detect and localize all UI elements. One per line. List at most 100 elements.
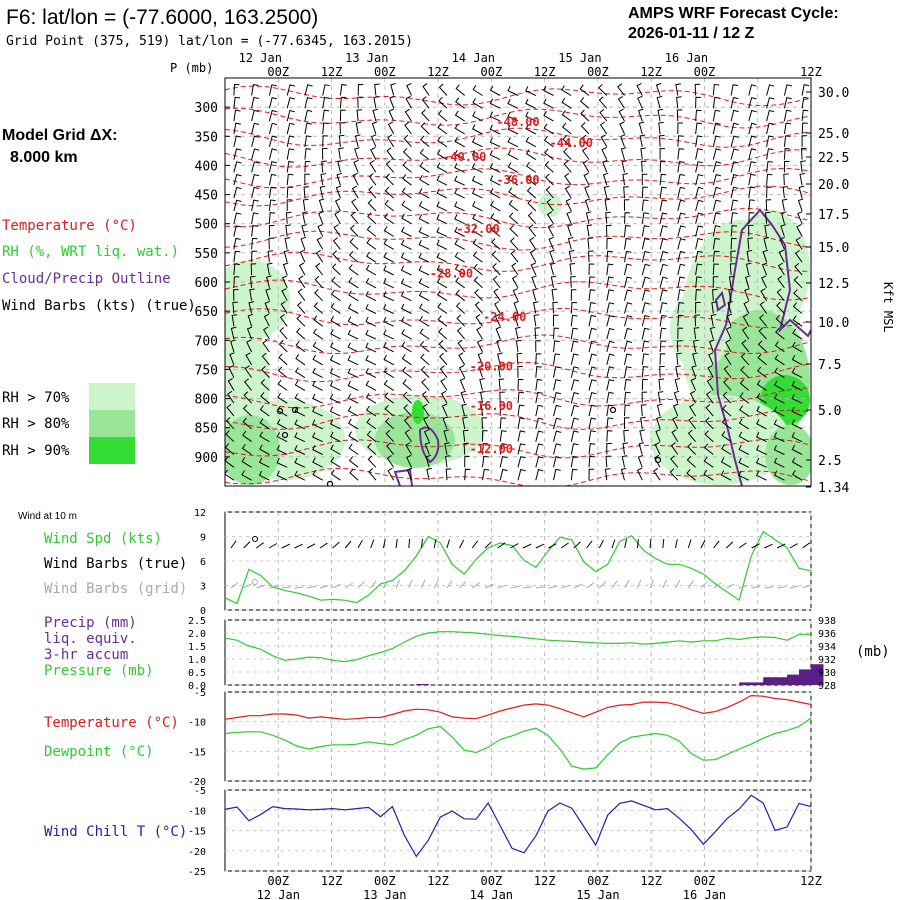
wind-barb	[491, 238, 501, 250]
wind-barb	[285, 211, 292, 224]
wind-barb	[402, 147, 412, 160]
wind-barb	[401, 341, 412, 353]
wind-barb-true	[243, 541, 251, 549]
wind-barb	[624, 250, 632, 263]
wind-barb	[482, 430, 488, 442]
height-tick-label: 15.0	[818, 241, 849, 256]
wind-barb	[313, 315, 324, 327]
wind-barb	[422, 403, 430, 417]
wind-barb	[606, 250, 613, 263]
wind-barb	[721, 417, 732, 430]
wind-barb	[588, 430, 596, 442]
wind-barb	[400, 252, 412, 263]
wind-barb	[710, 314, 717, 327]
wind-barb	[246, 339, 253, 353]
wind-barb	[314, 275, 324, 289]
wind-barb	[602, 172, 609, 186]
wind-barb	[266, 275, 272, 288]
wind-barb	[588, 391, 597, 404]
wind-barb	[598, 83, 608, 96]
wind-barb	[351, 198, 359, 212]
wind-barb	[764, 224, 770, 237]
bottom-tick-label: 00Z	[481, 874, 503, 888]
wind-barb	[365, 367, 377, 379]
wind-barb	[317, 224, 324, 237]
wind-barb	[258, 457, 270, 468]
temperature-label: Temperature (°C)	[44, 715, 179, 731]
wind-barb	[712, 276, 719, 288]
wind-barb	[527, 211, 537, 225]
wind-barb	[676, 352, 682, 365]
y-tick-label: -20	[188, 777, 206, 788]
wind-barb	[621, 455, 628, 468]
wind-barb	[490, 213, 501, 225]
wind-barb	[386, 455, 395, 468]
wind-barb	[748, 173, 756, 186]
wind-barb	[245, 352, 253, 366]
wind-barb	[725, 326, 732, 340]
wind-barb	[349, 224, 359, 237]
wind-barb	[535, 391, 543, 404]
wind-barb	[244, 365, 253, 378]
wind-barb	[436, 265, 448, 276]
wind-barb	[794, 263, 803, 276]
wind-barb	[425, 454, 432, 468]
wind-barb	[365, 264, 377, 276]
isotherm-line	[225, 207, 810, 229]
wind-barb	[553, 404, 562, 417]
wind-barb	[387, 467, 395, 481]
wind-barb	[743, 300, 750, 314]
wind-barb	[562, 135, 572, 148]
wind-barb	[354, 134, 361, 147]
wind-barb	[368, 186, 377, 199]
wind-barb	[720, 457, 732, 468]
wind-barb	[600, 134, 608, 148]
wind-barb	[766, 97, 775, 109]
wind-barb	[339, 109, 346, 122]
wind-barb	[276, 432, 288, 443]
wind-barb	[562, 147, 572, 160]
bottom-tick-label: 00Z	[267, 874, 289, 888]
wind-barb	[251, 186, 260, 199]
bottom-time-axis: 00Z 12Z 00Z 12Z 00Z 12Z 00Z 12Z 00Z 12Z 12 Jan 13 J…	[257, 874, 822, 900]
wind-barb	[695, 238, 704, 250]
precip-bar	[416, 684, 429, 685]
wind-barb	[773, 432, 785, 443]
wind-barb	[544, 148, 554, 160]
wind-barb	[489, 188, 501, 199]
y-tick-label: 3	[200, 582, 206, 593]
wind-barb	[655, 83, 662, 96]
wind-barb	[570, 276, 576, 288]
wind-barb	[312, 380, 323, 391]
wind-barb	[791, 419, 803, 430]
bottom-tick-label: 00Z	[694, 874, 716, 888]
wind-barb	[588, 250, 594, 263]
wind-barb	[482, 443, 489, 455]
wind-barb	[606, 391, 614, 404]
wind-barb	[463, 442, 470, 455]
wind-barb	[605, 211, 611, 224]
wind-barb	[561, 122, 572, 135]
pressure-tick-label: 930	[818, 668, 836, 679]
wind-barb	[791, 367, 803, 379]
wind-barb	[535, 340, 541, 352]
wind-barb	[268, 148, 278, 160]
pressure-tick-label: 934	[818, 642, 836, 653]
wind-barb	[517, 417, 525, 429]
wind-barb	[401, 187, 412, 199]
wind-barb	[564, 172, 572, 186]
isotherm-line	[225, 409, 810, 430]
pressure-axis-label: P (mb)	[170, 61, 213, 75]
wind-barb-true	[598, 539, 604, 549]
wind-barb	[304, 109, 313, 122]
wind-barb	[457, 339, 466, 353]
wind-barb	[801, 96, 809, 109]
y-tick-label: -15	[188, 827, 206, 838]
wind-barb	[268, 122, 278, 135]
wind-barb-grid	[573, 583, 583, 589]
wind-barb	[508, 199, 519, 212]
wind-barb	[548, 236, 554, 250]
wind-barb	[624, 378, 632, 391]
wind-barb	[588, 340, 597, 353]
